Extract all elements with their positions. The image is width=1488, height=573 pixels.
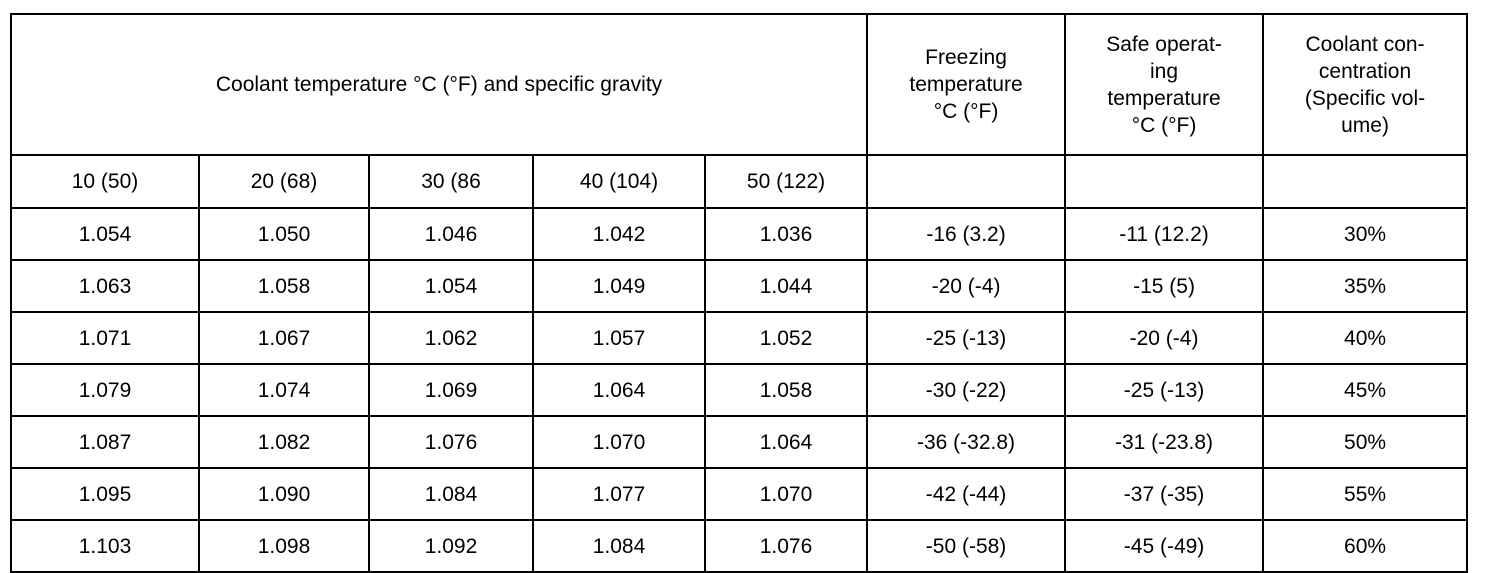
specific-gravity-cell: 1.076 [368, 415, 534, 469]
freezing-temperature-cell: -25 (-13) [866, 311, 1067, 365]
temperature-row: 10 (50) 20 (68) 30 (86 40 (104) 50 (122) [10, 154, 1469, 209]
specific-gravity-cell: 1.076 [703, 519, 869, 573]
specific-gravity-cell: 1.067 [198, 311, 370, 365]
freezing-header-line: temperature [909, 73, 1023, 96]
temperature-cell: 50 (122) [703, 154, 869, 209]
concentration-cell: 60% [1262, 519, 1469, 573]
safe-temperature-cell: -37 (-35) [1064, 467, 1265, 521]
specific-gravity-cell: 1.082 [198, 415, 370, 469]
specific-gravity-cell: 1.070 [532, 415, 706, 469]
concentration-header-line: (Specific vol- [1304, 86, 1426, 110]
specific-gravity-cell: 1.057 [532, 311, 706, 365]
specific-gravity-cell: 1.052 [703, 311, 869, 365]
coolant-concentration-header: Coolant con- centration (Specific vol- u… [1262, 13, 1469, 156]
table-row: 1.054 1.050 1.046 1.042 1.036 -16 (3.2) … [10, 207, 1469, 261]
specific-gravity-cell: 1.044 [703, 259, 869, 313]
concentration-cell: 40% [1262, 311, 1469, 365]
concentration-cell: 35% [1262, 259, 1469, 313]
specific-gravity-cell: 1.095 [10, 467, 200, 521]
table-row: 1.079 1.074 1.069 1.064 1.058 -30 (-22) … [10, 363, 1469, 417]
specific-gravity-cell: 1.036 [703, 207, 869, 261]
empty-cell [1064, 154, 1265, 209]
safe-temperature-cell: -25 (-13) [1064, 363, 1265, 417]
table-row: 1.095 1.090 1.084 1.077 1.070 -42 (-44) … [10, 467, 1469, 521]
specific-gravity-cell: 1.069 [368, 363, 534, 417]
table-row: 1.087 1.082 1.076 1.070 1.064 -36 (-32.8… [10, 415, 1469, 469]
coolant-table: Coolant temperature °C (°F) and specific… [9, 13, 1469, 573]
freezing-header-line: °C (°F) [933, 100, 999, 123]
specific-gravity-cell: 1.064 [532, 363, 706, 417]
specific-gravity-cell: 1.087 [10, 415, 200, 469]
specific-gravity-cell: 1.077 [532, 467, 706, 521]
specific-gravity-cell: 1.063 [10, 259, 200, 313]
specific-gravity-cell: 1.042 [532, 207, 706, 261]
specific-gravity-cell: 1.046 [368, 207, 534, 261]
specific-gravity-cell: 1.079 [10, 363, 200, 417]
specific-gravity-cell: 1.058 [703, 363, 869, 417]
specific-gravity-cell: 1.098 [198, 519, 370, 573]
concentration-header-line: Coolant con- [1305, 32, 1425, 56]
concentration-header-line: ume) [1341, 113, 1389, 137]
header-row: Coolant temperature °C (°F) and specific… [9, 13, 1469, 156]
concentration-cell: 45% [1262, 363, 1469, 417]
safe-header-line: Safe operat- [1106, 32, 1222, 56]
specific-gravity-cell: 1.084 [368, 467, 534, 521]
safe-header-line: temperature [1107, 86, 1221, 110]
specific-gravity-cell: 1.074 [198, 363, 370, 417]
specific-gravity-cell: 1.054 [368, 259, 534, 313]
specific-gravity-cell: 1.058 [198, 259, 370, 313]
group-header: Coolant temperature °C (°F) and specific… [9, 13, 869, 156]
specific-gravity-cell: 1.090 [198, 467, 370, 521]
specific-gravity-cell: 1.103 [10, 519, 200, 573]
concentration-header-line: centration [1318, 59, 1412, 83]
specific-gravity-cell: 1.050 [198, 207, 370, 261]
freezing-temperature-cell: -16 (3.2) [866, 207, 1067, 261]
empty-cell [1262, 154, 1469, 209]
freezing-temperature-cell: -20 (-4) [866, 259, 1067, 313]
table-row: 1.103 1.098 1.092 1.084 1.076 -50 (-58) … [10, 519, 1469, 573]
freezing-temperature-cell: -42 (-44) [866, 467, 1067, 521]
specific-gravity-cell: 1.054 [10, 207, 200, 261]
specific-gravity-cell: 1.064 [703, 415, 869, 469]
temperature-cell: 40 (104) [532, 154, 706, 209]
specific-gravity-cell: 1.071 [10, 311, 200, 365]
table-row: 1.063 1.058 1.054 1.049 1.044 -20 (-4) -… [10, 259, 1469, 313]
freezing-temperature-header: Freezing temperature °C (°F) [866, 13, 1067, 156]
safe-temperature-cell: -31 (-23.8) [1064, 415, 1265, 469]
freezing-temperature-cell: -36 (-32.8) [866, 415, 1067, 469]
table-row: 1.071 1.067 1.062 1.057 1.052 -25 (-13) … [10, 311, 1469, 365]
freezing-temperature-cell: -50 (-58) [866, 519, 1067, 573]
freezing-header-line: Freezing [925, 46, 1007, 69]
temperature-cell: 10 (50) [10, 154, 200, 209]
safe-operating-temperature-header: Safe operat- ing temperature °C (°F) [1064, 13, 1265, 156]
safe-header-line: ing [1150, 59, 1179, 83]
temperature-cell: 20 (68) [198, 154, 370, 209]
empty-cell [866, 154, 1067, 209]
concentration-cell: 50% [1262, 415, 1469, 469]
safe-temperature-cell: -11 (12.2) [1064, 207, 1265, 261]
specific-gravity-cell: 1.062 [368, 311, 534, 365]
safe-temperature-cell: -15 (5) [1064, 259, 1265, 313]
specific-gravity-cell: 1.084 [532, 519, 706, 573]
specific-gravity-cell: 1.092 [368, 519, 534, 573]
freezing-temperature-cell: -30 (-22) [866, 363, 1067, 417]
safe-header-line: °C (°F) [1131, 113, 1197, 137]
specific-gravity-cell: 1.070 [703, 467, 869, 521]
concentration-cell: 55% [1262, 467, 1469, 521]
temperature-cell: 30 (86 [368, 154, 534, 209]
safe-temperature-cell: -45 (-49) [1064, 519, 1265, 573]
concentration-cell: 30% [1262, 207, 1469, 261]
specific-gravity-cell: 1.049 [532, 259, 706, 313]
safe-temperature-cell: -20 (-4) [1064, 311, 1265, 365]
